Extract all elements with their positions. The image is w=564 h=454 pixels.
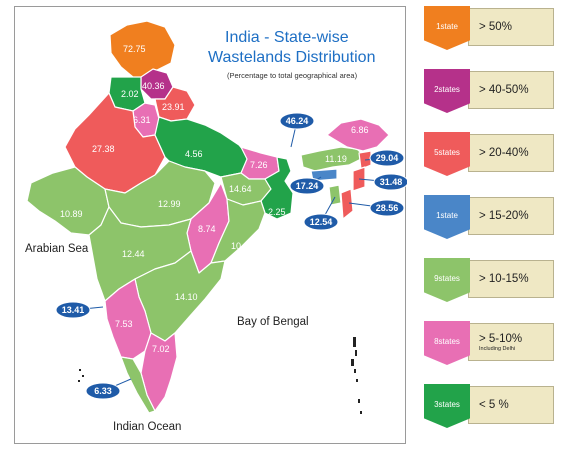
sikkim-callout-pill — [279, 112, 315, 130]
tripura-callout-pill — [303, 213, 339, 231]
legend-count: 1state — [436, 210, 458, 220]
sikkim-callout-value: 46.24 — [286, 116, 309, 126]
andaman-islands — [78, 337, 362, 414]
map-title-line2: Wastelands Distribution — [208, 49, 376, 66]
legend-count: 2states — [434, 84, 460, 94]
state-value-bihar: 7.26 — [250, 160, 268, 170]
legend-range: > 5-10% — [479, 332, 523, 345]
bay-of-bengal-label: Bay of Bengal — [237, 316, 309, 328]
india-map: 72.75 40.362.02 6.31 23.91 27.38 4.56 10.89 12.… — [26, 20, 407, 414]
legend-swatch: 2states — [424, 69, 470, 113]
state-arunachal-pradesh — [326, 118, 390, 152]
state-value-jammu-kashmir: 72.75 — [123, 44, 146, 54]
state-value-punjab: 2.02 — [121, 89, 139, 99]
legend-range-box: < 5 % — [468, 386, 554, 424]
legend-swatch: 1state — [424, 6, 470, 50]
legend-item: > 5-10% Including Delhi 8states — [424, 321, 556, 365]
tripura-callout-value: 12.54 — [310, 217, 333, 227]
manipur-callout-value: 31.48 — [380, 177, 403, 187]
state-value-jharkhand: 14.64 — [229, 184, 252, 194]
legend-note: Including Delhi — [479, 345, 516, 352]
legend-range: < 5 % — [479, 399, 509, 411]
state-value-assam: 11.19 — [325, 154, 347, 164]
state-value-rajasthan: 27.38 — [92, 144, 115, 154]
arabian-sea-label: Arabian Sea — [25, 243, 89, 255]
state-value-chhattisgarh: 8.74 — [198, 224, 216, 234]
state-value-gujarat: 10.89 — [60, 209, 83, 219]
manipur-callout-pill — [373, 173, 407, 191]
legend-range: > 10-15% — [479, 273, 529, 285]
state-odisha — [210, 198, 266, 264]
legend-range: > 50% — [479, 21, 512, 33]
legend-count: 8states — [434, 336, 460, 346]
nagaland-callout-value: 29.04 — [376, 153, 399, 163]
legend-swatch: 1state — [424, 195, 470, 239]
meghalaya-callout-value: 17.24 — [296, 181, 319, 191]
legend-range-box: > 10-15% — [468, 260, 554, 298]
state-meghalaya — [310, 168, 338, 182]
state-value-arunachal-pradesh: 6.86 — [351, 125, 369, 135]
state-value-uttarakhand: 23.91 — [162, 102, 185, 112]
state-value-odisha: 10.69 — [231, 241, 254, 251]
state-value-himachal-pradesh: 40.36 — [142, 81, 165, 91]
state-value-uttar-pradesh: 4.56 — [185, 149, 203, 159]
legend-range-box: > 5-10% Including Delhi — [468, 323, 554, 361]
legend-swatch: 5states — [424, 132, 470, 176]
indian-ocean-label: Indian Ocean — [113, 421, 182, 433]
legend-item: < 5 % 3states — [424, 384, 556, 428]
legend-item: > 50% 1state — [424, 6, 556, 50]
legend-range: > 20-40% — [479, 147, 529, 159]
state-mizoram — [340, 188, 354, 220]
state-value-andhra-pradesh: 14.10 — [175, 292, 198, 302]
legend-swatch: 3states — [424, 384, 470, 428]
legend-range-box: > 15-20% — [468, 197, 554, 235]
meghalaya-callout-pill — [289, 177, 325, 195]
legend-range: > 40-50% — [479, 84, 529, 96]
legend-count: 5states — [434, 147, 460, 157]
state-jammu-kashmir — [109, 20, 176, 80]
state-value-karnataka: 7.53 — [115, 319, 133, 329]
state-value-west-bengal: 2.25 — [268, 207, 286, 217]
legend-range-box: > 40-50% — [468, 71, 554, 109]
legend-count: 9states — [434, 273, 460, 283]
legend-range-box: > 20-40% — [468, 134, 554, 172]
state-tripura — [328, 184, 342, 206]
legend-count: 3states — [434, 399, 460, 409]
legend-item: > 10-15% 9states — [424, 258, 556, 302]
goa-callout-value: 13.41 — [62, 305, 85, 315]
mizoram-callout-value: 28.56 — [376, 203, 399, 213]
state-value-maharashtra: 12.44 — [122, 249, 145, 259]
legend-range: > 15-20% — [479, 210, 529, 222]
state-west-bengal — [260, 156, 294, 220]
mizoram-callout-pill — [369, 199, 405, 217]
kerala-callout-value: 6.33 — [94, 386, 112, 396]
legend-count: 1state — [436, 21, 458, 31]
map-frame: 72.75 40.36 2.02 6.31 23.91 27.38 4.56 10.89 12.… — [14, 6, 407, 444]
legend-range-box: > 50% — [468, 8, 554, 46]
legend-item: > 20-40% 5states — [424, 132, 556, 176]
legend-item: > 40-50% 2states — [424, 69, 556, 113]
legend-swatch: 8states — [424, 321, 470, 365]
map-subtitle: (Percentage to total geographical area) — [227, 71, 358, 80]
state-value-tamil-nadu: 7.02 — [152, 344, 170, 354]
state-value-madhya-pradesh: 12.99 — [158, 199, 181, 209]
map-title-line1: India - State-wise — [225, 29, 349, 46]
legend-item: > 15-20% 1state — [424, 195, 556, 239]
legend-swatch: 9states — [424, 258, 470, 302]
goa-callout-pill — [55, 301, 91, 319]
kerala-callout-pill — [85, 382, 121, 400]
nagaland-callout-pill — [369, 149, 405, 167]
state-assam — [300, 146, 366, 172]
state-value-haryana: 6.31 — [133, 115, 151, 125]
